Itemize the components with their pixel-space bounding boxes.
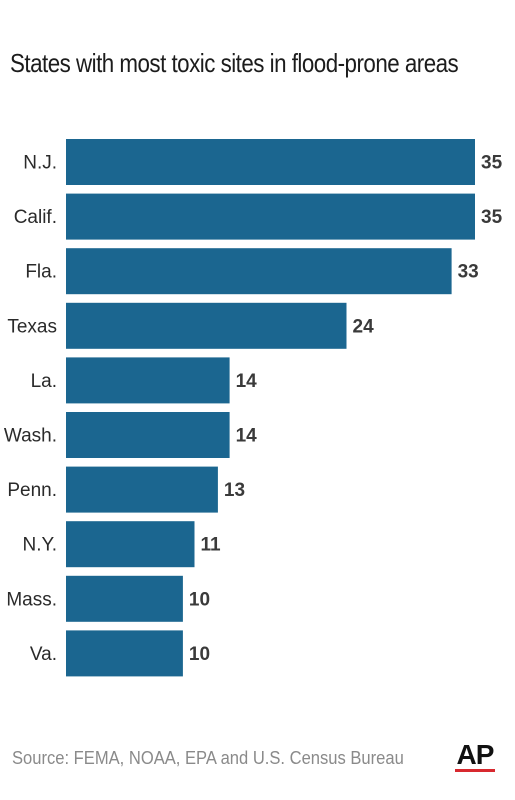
- ap-logo-underline: [455, 769, 495, 772]
- category-label: Mass.: [6, 589, 57, 610]
- value-label: 33: [458, 262, 479, 283]
- category-label: Wash.: [4, 426, 57, 447]
- value-label: 14: [236, 371, 258, 392]
- category-label: Fla.: [25, 262, 57, 283]
- chart-title: States with most toxic sites in flood-pr…: [10, 48, 459, 78]
- category-label: N.Y.: [22, 535, 57, 556]
- value-label: 24: [353, 316, 375, 337]
- ap-logo-text: AP: [456, 739, 495, 770]
- category-label: Texas: [7, 316, 57, 337]
- category-label: Penn.: [7, 480, 57, 501]
- bar: [66, 248, 452, 295]
- value-label: 35: [481, 207, 503, 228]
- ap-logo: AP: [449, 739, 501, 778]
- value-label: 11: [201, 535, 222, 556]
- category-label: Calif.: [14, 207, 57, 228]
- bar: [66, 630, 183, 677]
- bar-chart: N.J. 35 Calif. 35 Fla. 33 Texas 24 La. 14 Wash. 14 P…: [4, 139, 503, 677]
- value-label: 10: [189, 644, 210, 665]
- bar: [66, 412, 230, 458]
- bar: [66, 521, 195, 568]
- value-label: 10: [189, 589, 210, 610]
- bar: [66, 193, 475, 240]
- value-label: 35: [481, 153, 503, 174]
- value-label: 13: [224, 480, 245, 501]
- category-label: N.J.: [23, 153, 57, 174]
- bar: [66, 575, 183, 622]
- bar: [66, 139, 475, 185]
- category-label: Va.: [30, 644, 57, 665]
- category-label: La.: [31, 371, 57, 392]
- value-label: 14: [236, 426, 258, 447]
- bar: [66, 302, 347, 349]
- bar: [66, 357, 230, 404]
- bar: [66, 466, 218, 513]
- source-note: Source: FEMA, NOAA, EPA and U.S. Census …: [12, 748, 404, 768]
